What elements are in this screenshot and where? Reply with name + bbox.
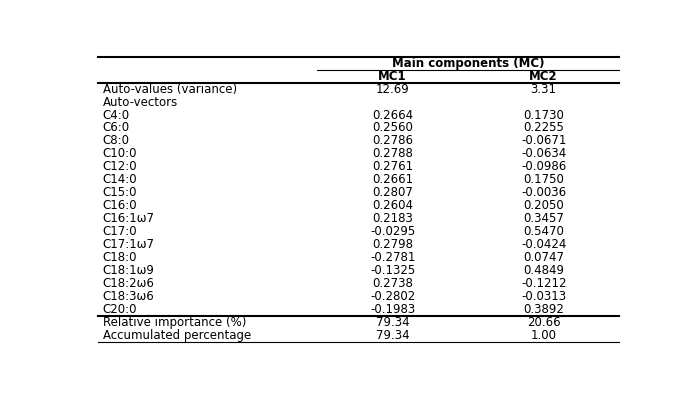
Text: -0.1325: -0.1325 — [370, 264, 415, 277]
Text: C18:3ω6: C18:3ω6 — [103, 290, 155, 303]
Text: C16:1ω7: C16:1ω7 — [103, 213, 155, 226]
Text: 0.2798: 0.2798 — [372, 239, 413, 252]
Text: 12.69: 12.69 — [376, 83, 410, 96]
Text: 0.2604: 0.2604 — [372, 199, 413, 213]
Text: 0.1730: 0.1730 — [523, 109, 564, 122]
Text: 0.0747: 0.0747 — [523, 252, 564, 265]
Text: 0.2738: 0.2738 — [372, 277, 413, 290]
Text: 0.2661: 0.2661 — [372, 173, 413, 186]
Text: 3.31: 3.31 — [531, 83, 556, 96]
Text: 79.34: 79.34 — [376, 329, 410, 342]
Text: -0.2802: -0.2802 — [370, 290, 415, 303]
Text: -0.2781: -0.2781 — [370, 252, 415, 265]
Text: -0.0634: -0.0634 — [521, 147, 566, 160]
Text: C17:0: C17:0 — [103, 226, 137, 239]
Text: Auto-values (variance): Auto-values (variance) — [103, 83, 237, 96]
Text: -0.0671: -0.0671 — [521, 134, 566, 147]
Text: C6:0: C6:0 — [103, 122, 130, 135]
Text: 0.2786: 0.2786 — [372, 134, 413, 147]
Text: C14:0: C14:0 — [103, 173, 137, 186]
Text: -0.0295: -0.0295 — [370, 226, 415, 239]
Text: C12:0: C12:0 — [103, 160, 137, 173]
Text: 20.66: 20.66 — [527, 316, 561, 329]
Text: 0.5470: 0.5470 — [523, 226, 564, 239]
Text: C18:2ω6: C18:2ω6 — [103, 277, 155, 290]
Text: 1.00: 1.00 — [531, 329, 556, 342]
Text: C16:0: C16:0 — [103, 199, 137, 213]
Text: Relative importance (%): Relative importance (%) — [103, 316, 246, 329]
Text: 0.2560: 0.2560 — [372, 122, 413, 135]
Text: 0.1750: 0.1750 — [523, 173, 564, 186]
Text: 0.3892: 0.3892 — [523, 303, 564, 316]
Text: Accumulated percentage: Accumulated percentage — [103, 329, 251, 342]
Text: 79.34: 79.34 — [376, 316, 410, 329]
Text: 0.3457: 0.3457 — [523, 213, 564, 226]
Text: 0.4849: 0.4849 — [523, 264, 564, 277]
Text: C18:1ω9: C18:1ω9 — [103, 264, 155, 277]
Text: 0.2761: 0.2761 — [372, 160, 413, 173]
Text: C10:0: C10:0 — [103, 147, 137, 160]
Text: C8:0: C8:0 — [103, 134, 130, 147]
Text: Main components (MC): Main components (MC) — [392, 56, 545, 70]
Text: MC1: MC1 — [378, 70, 407, 83]
Text: 0.2183: 0.2183 — [372, 213, 413, 226]
Text: -0.0313: -0.0313 — [521, 290, 566, 303]
Text: -0.1212: -0.1212 — [521, 277, 566, 290]
Text: C20:0: C20:0 — [103, 303, 137, 316]
Text: 0.2050: 0.2050 — [524, 199, 564, 213]
Text: C15:0: C15:0 — [103, 186, 137, 199]
Text: 0.2255: 0.2255 — [523, 122, 564, 135]
Text: Auto-vectors: Auto-vectors — [103, 96, 178, 109]
Text: MC2: MC2 — [529, 70, 558, 83]
Text: -0.0986: -0.0986 — [521, 160, 566, 173]
Text: -0.1983: -0.1983 — [370, 303, 415, 316]
Text: 0.2807: 0.2807 — [372, 186, 413, 199]
Text: -0.0424: -0.0424 — [521, 239, 566, 252]
Text: 0.2788: 0.2788 — [372, 147, 413, 160]
Text: C17:1ω7: C17:1ω7 — [103, 239, 155, 252]
Text: 0.2664: 0.2664 — [372, 109, 413, 122]
Text: C4:0: C4:0 — [103, 109, 130, 122]
Text: -0.0036: -0.0036 — [521, 186, 566, 199]
Text: C18:0: C18:0 — [103, 252, 137, 265]
